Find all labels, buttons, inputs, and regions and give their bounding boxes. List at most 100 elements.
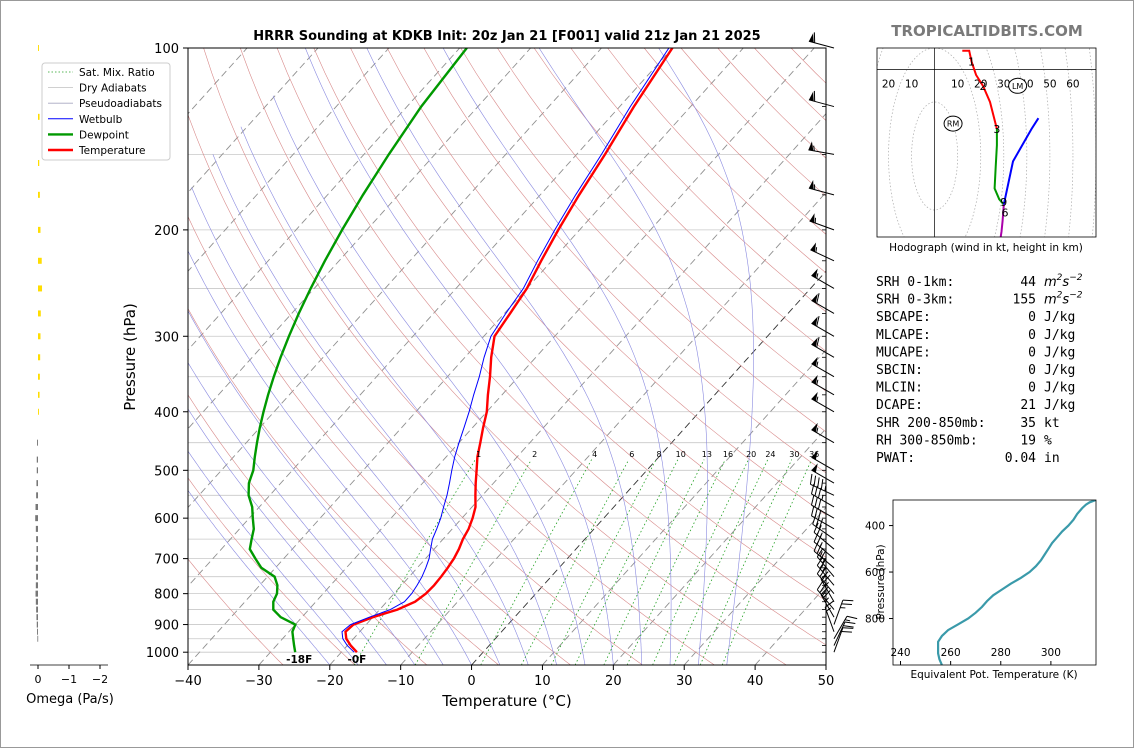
- mixing-ratio-line: [603, 459, 705, 665]
- theta-e-y-tick-label: 800: [865, 614, 885, 626]
- dry-adiabat-line: [188, 394, 428, 665]
- wind-barb: [810, 494, 835, 519]
- y-tick-label: 1000: [146, 646, 179, 661]
- wind-barb-half-flag: [816, 379, 819, 385]
- hodograph-tick-label: 20: [882, 79, 895, 91]
- x-tick-label: −20: [316, 674, 343, 689]
- wind-barb-staff: [811, 398, 835, 413]
- wind-barb-staff: [809, 220, 835, 231]
- dry-adiabat-line: [203, 48, 715, 665]
- dry-adiabat-line: [570, 48, 826, 313]
- index-value: 35: [1020, 416, 1036, 431]
- omega-bar: [36, 492, 38, 499]
- omega-bar: [35, 590, 38, 597]
- wind-barb-staff: [811, 322, 835, 337]
- isotherm-line: [0, 48, 34, 665]
- omega-bar: [36, 606, 38, 613]
- wind-barb-pennant: [808, 179, 814, 190]
- mixing-ratio-line: [574, 459, 679, 665]
- surface-dewpoint-label: -18F: [286, 654, 312, 666]
- hodograph-tick-label: 30: [997, 79, 1010, 91]
- hodograph-tick-label: 60: [1066, 79, 1079, 91]
- wind-barb-half-flag: [813, 145, 815, 151]
- mixing-ratio-line: [353, 459, 476, 665]
- wind-barb-flag: [842, 599, 854, 602]
- hodograph-ring: [1064, 48, 1074, 237]
- wind-barb-staff: [812, 523, 835, 540]
- index-value: 0: [1028, 381, 1036, 396]
- wind-barb: [811, 293, 835, 314]
- wind-barb-half-flag: [822, 558, 826, 564]
- wind-barb-pennant: [811, 268, 818, 278]
- plot-layer: 1246810131620243036100200300400500600700…: [0, 32, 1097, 689]
- wind-barb-staff: [808, 187, 835, 196]
- omega-bar: [36, 456, 38, 463]
- wind-barb-flag: [816, 316, 820, 327]
- watermark: TROPICALTIDBITS.COM: [891, 22, 1083, 40]
- pseudoadiabat-line: [272, 95, 586, 665]
- wind-barb-flag: [819, 559, 827, 569]
- wind-barb-half-flag: [816, 427, 819, 433]
- dry-adiabat-line: [188, 477, 356, 665]
- wind-barb: [811, 337, 835, 358]
- hodograph-ring: [888, 48, 982, 237]
- wind-barb-flag: [816, 337, 820, 348]
- wind-barb-staff: [824, 607, 835, 632]
- wind-barb-pennant: [811, 375, 818, 385]
- mixing-ratio-line: [699, 459, 793, 665]
- theta-e-profile: [937, 500, 1096, 665]
- pseudoadiabat-line: [188, 489, 331, 665]
- x-tick-label: 20: [605, 674, 622, 689]
- legend-entry: Wetbulb: [79, 114, 123, 126]
- wind-barb-staff: [816, 573, 835, 594]
- index-unit: J/kg: [1044, 398, 1075, 413]
- omega-bar: [36, 536, 38, 543]
- index-value: 21: [1020, 398, 1036, 413]
- wind-barb-flag: [842, 627, 854, 629]
- hodograph-ring: [911, 101, 959, 211]
- wind-barb-flag: [817, 498, 822, 510]
- mixing-ratio-label: 10: [676, 450, 686, 459]
- y-axis-label: Pressure (hPa): [121, 303, 139, 411]
- wind-barb-staff: [833, 599, 844, 625]
- wind-barb: [816, 547, 835, 578]
- index-label: MLCAPE:: [876, 328, 931, 343]
- omega-bar: [38, 333, 41, 340]
- wind-barb: [811, 316, 835, 337]
- hodograph-trace: [1002, 117, 1040, 205]
- index-value: 19: [1020, 433, 1036, 448]
- wind-barb-half-flag: [824, 597, 829, 602]
- index-value: 0: [1028, 345, 1036, 360]
- wind-barb-flag: [816, 580, 824, 590]
- wind-barb-flag: [810, 494, 815, 506]
- dry-adiabat-line: [790, 48, 826, 84]
- wind-barb-staff: [808, 99, 835, 108]
- omega-bar: [36, 480, 38, 487]
- hodograph-frame: [876, 47, 1097, 238]
- wind-barb-flag: [810, 505, 815, 516]
- omega-bar: [35, 582, 38, 589]
- dry-adiabat-line: [188, 113, 643, 665]
- isotherm-line: [471, 270, 826, 665]
- y-tick-label: 800: [154, 588, 179, 603]
- wind-barb-pennant: [808, 91, 814, 102]
- wind-barb-staff: [811, 343, 835, 358]
- wind-barb-flag: [813, 522, 819, 533]
- omega-bar: [38, 285, 43, 292]
- isotherm-line: [542, 349, 826, 665]
- mixing-ratio-label: 16: [723, 450, 733, 459]
- dewpoint-profile: [247, 48, 468, 653]
- omega-bar: [36, 621, 38, 628]
- wind-barb: [808, 141, 835, 155]
- wind-barb: [810, 505, 835, 530]
- isotherm-line: [258, 48, 815, 665]
- index-value: 0: [1028, 363, 1036, 378]
- wind-barb-staff: [810, 483, 835, 496]
- wind-barb-flag: [816, 293, 820, 304]
- hodograph-tick-label: 50: [1043, 79, 1056, 91]
- wind-barb: [809, 473, 835, 496]
- wind-barb-half-flag: [824, 485, 827, 492]
- x-tick-label: −10: [387, 674, 414, 689]
- theta-e-x-tick-label: 240: [890, 647, 910, 659]
- omega-tick-label: −2: [92, 673, 108, 686]
